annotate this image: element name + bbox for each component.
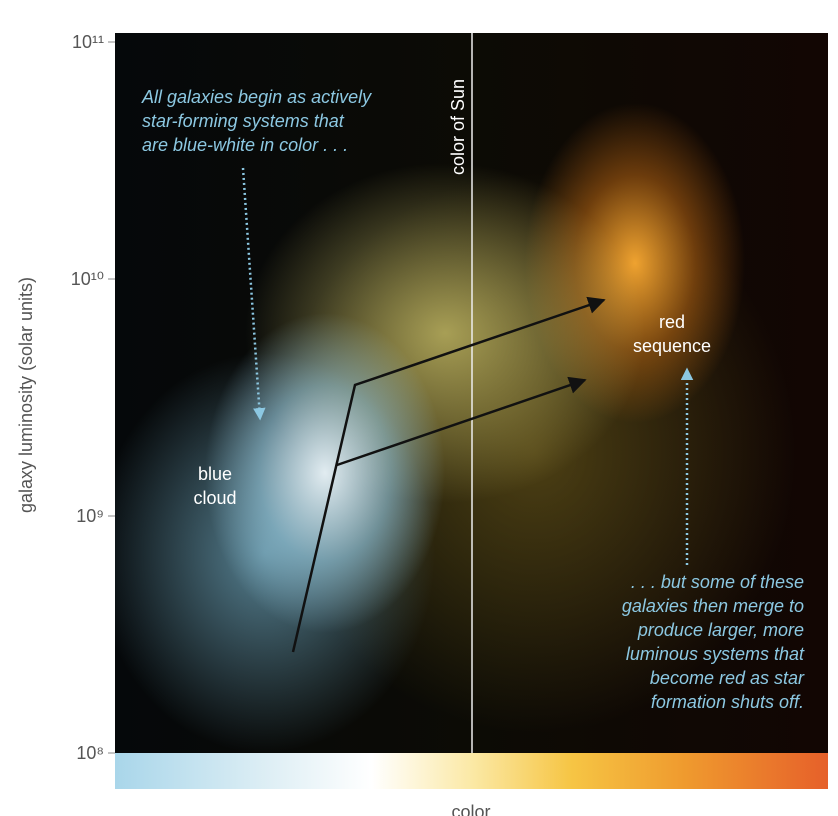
annotation: luminous systems that — [626, 644, 805, 664]
y-axis-label: galaxy luminosity (solar units) — [16, 277, 36, 513]
y-tick-label: 10⁹ — [76, 506, 104, 526]
y-tick-label: 10¹⁰ — [71, 269, 104, 289]
annotation: galaxies then merge to — [622, 596, 804, 616]
annotation: formation shuts off. — [651, 692, 804, 712]
x-axis-label: color — [451, 802, 490, 816]
region-label: blue — [198, 464, 232, 484]
annotation: become red as star — [650, 668, 805, 688]
merge-arrow — [291, 296, 606, 653]
region-label: red — [659, 312, 685, 332]
annotation: star-forming systems that — [142, 111, 345, 131]
annotation: produce larger, more — [637, 620, 804, 640]
pointer-arrow — [241, 167, 266, 421]
color-bar — [115, 753, 828, 789]
merge-arrow — [336, 376, 587, 467]
y-tick-label: 10¹¹ — [72, 32, 104, 52]
region-label: sequence — [633, 336, 711, 356]
annotation: All galaxies begin as actively — [141, 87, 372, 107]
region-label: cloud — [193, 488, 236, 508]
sun-label: color of Sun — [448, 79, 468, 175]
y-tick-label: 10⁸ — [76, 743, 104, 763]
annotation: are blue-white in color . . . — [142, 135, 348, 155]
annotation: . . . but some of these — [631, 572, 804, 592]
